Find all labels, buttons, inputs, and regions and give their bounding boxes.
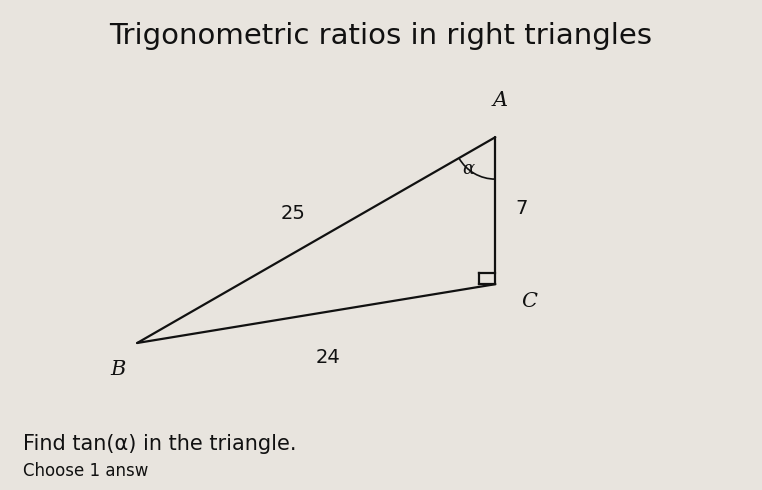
Text: α: α — [463, 160, 475, 178]
Text: B: B — [110, 361, 126, 379]
Text: 7: 7 — [516, 199, 528, 218]
Text: A: A — [493, 91, 508, 110]
Text: 25: 25 — [281, 204, 306, 222]
Text: C: C — [522, 292, 537, 311]
Text: 24: 24 — [315, 348, 340, 367]
Text: Find tan(α) in the triangle.: Find tan(α) in the triangle. — [23, 434, 296, 454]
Text: Trigonometric ratios in right triangles: Trigonometric ratios in right triangles — [110, 22, 652, 50]
Text: Choose 1 answ: Choose 1 answ — [23, 462, 149, 480]
